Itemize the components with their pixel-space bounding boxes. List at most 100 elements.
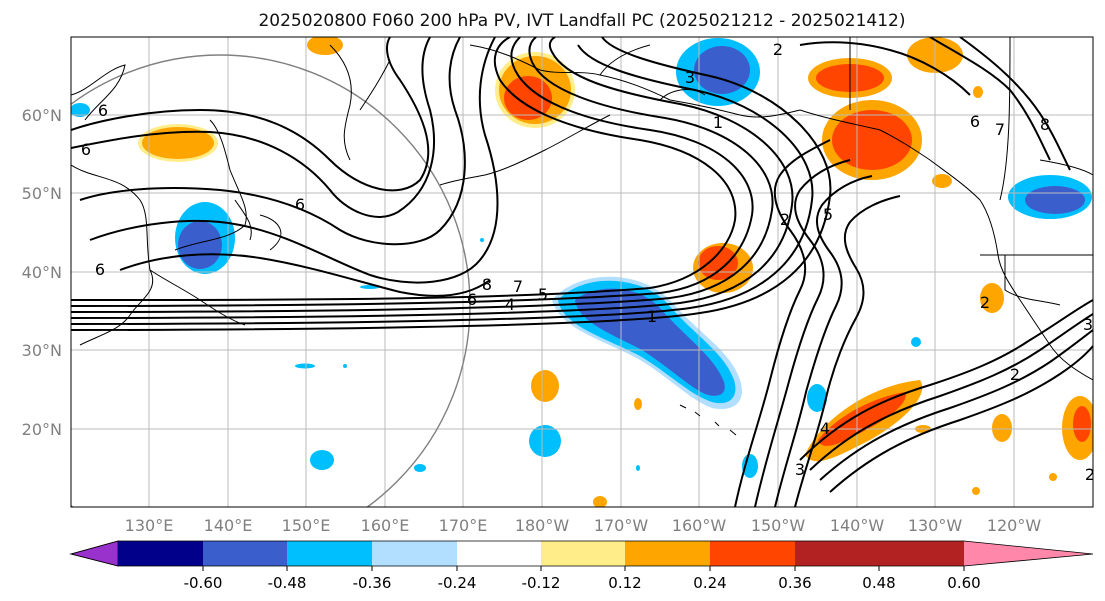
pv-anomaly-negative: [529, 425, 561, 457]
pv-anomaly-positive: [818, 392, 906, 446]
colorbar-ticks: [202, 566, 965, 571]
map-content: 6 6 6 6 8 7 6 4 5 1 2 5 3 2 6 7 8 2 3 4 …: [71, 37, 1093, 507]
contour-label: 7: [995, 120, 1005, 139]
colorbar-tick-label: -0.60: [184, 574, 223, 592]
colorbar-tick-label: -0.36: [353, 574, 392, 592]
pv-anomaly-positive: [634, 398, 642, 410]
pv-contour: [929, 37, 1051, 161]
pv-anomaly-negative: [694, 46, 750, 94]
coastline-east-asia: [71, 64, 282, 346]
colorbar-tick-label: 0.60: [947, 574, 980, 592]
pv-anomaly-positive: [504, 76, 552, 120]
colorbar-segment: [287, 541, 372, 566]
contour-label: 6: [81, 140, 91, 159]
contour-label: 6: [467, 290, 477, 309]
pv-anomaly-negative: [310, 450, 334, 470]
landfall-radius-circle: [71, 54, 471, 507]
contour-label: 6: [295, 195, 305, 214]
coastline-alaska: [469, 44, 801, 118]
contour-label: 7: [513, 277, 523, 296]
pv-contour: [89, 37, 499, 284]
colorbar-segment: [118, 541, 203, 566]
colorbar-tick-labels: -0.60 -0.48 -0.36 -0.24 -0.12 0.12 0.24 …: [184, 574, 981, 592]
pv-anomaly-positive: [832, 110, 912, 170]
colorbar-segment: [372, 541, 457, 566]
pv-anomaly-positive: [1073, 406, 1091, 442]
lat-label: 50°N: [22, 184, 62, 203]
coastline-north-america: [799, 109, 1093, 381]
border-canada-alaska: [849, 37, 1093, 201]
coastline-kamchatka: [329, 44, 391, 161]
pv-anomaly-negative: [1025, 186, 1085, 214]
pv-contour: [71, 37, 754, 307]
lon-label: 180°W: [515, 516, 570, 535]
lon-label: 120°W: [987, 516, 1042, 535]
contour-label: 4: [505, 295, 515, 314]
lon-label: 160°W: [672, 516, 727, 535]
pv-anomaly-negative: [414, 464, 426, 472]
pv-contour: [71, 37, 774, 313]
colorbar-segment: [879, 541, 964, 566]
pv-anomaly-negative: [480, 238, 484, 242]
colorbar-tick-label: 0.12: [608, 574, 641, 592]
coastlines: [71, 37, 1093, 436]
contour-label: 5: [823, 205, 833, 224]
longitude-labels: 130°E 140°E 150°E 160°E 170°E 180°W 170°…: [125, 516, 1042, 535]
figure-title: 2025020800 F060 200 hPa PV, IVT Landfall…: [258, 11, 905, 31]
colorbar-segment: [710, 541, 795, 566]
pv-anomaly-negative: [636, 465, 640, 471]
colorbar-tick-label: -0.48: [268, 574, 307, 592]
latitude-labels: 60°N 50°N 40°N 30°N 20°N: [22, 106, 62, 439]
lat-label: 60°N: [22, 106, 62, 125]
colorbar-segment: [457, 541, 541, 566]
lon-label: 140°E: [204, 516, 253, 535]
pv-anomaly-positive: [593, 496, 607, 507]
colorbar-tick-label: 0.24: [693, 574, 726, 592]
pv-contour: [71, 37, 435, 218]
colorbar-extend-low: [69, 540, 119, 567]
lat-label: 30°N: [22, 341, 62, 360]
pv-contour: [734, 139, 831, 507]
map-frame: [70, 36, 1094, 508]
colorbar-extend-high-arrow: [964, 541, 1093, 566]
contour-label: 2: [780, 210, 790, 229]
contour-label: 8: [482, 275, 492, 294]
pv-anomaly-positive: [972, 487, 980, 495]
colorbar-segment: [795, 541, 879, 566]
contour-label: 5: [538, 285, 548, 304]
colorbar-tick-label: 0.48: [862, 574, 895, 592]
colorbar-tick-label: -0.12: [522, 574, 561, 592]
pv-anomaly-positive: [980, 283, 1004, 313]
colorbar-segment: [625, 541, 710, 566]
pv-contour: [809, 313, 1093, 471]
lon-label: 170°W: [594, 516, 649, 535]
contour-label: 6: [98, 101, 108, 120]
pv-anomaly-positive: [973, 86, 983, 98]
pv-contour: [79, 37, 466, 246]
border-canada-us: [980, 254, 1093, 306]
colorbar-outline: [69, 540, 1094, 567]
pv-anomaly-negative: [911, 337, 921, 347]
lat-label: 40°N: [22, 263, 62, 282]
contour-label: 3: [795, 460, 805, 479]
lon-label: 130°W: [908, 516, 963, 535]
pv-anomaly-negative: [295, 363, 315, 369]
pv-contour: [71, 37, 430, 192]
lat-label: 20°N: [22, 420, 62, 439]
pv-anomaly-negative: [178, 221, 222, 269]
lon-label: 130°E: [125, 516, 174, 535]
contour-label: 6: [95, 260, 105, 279]
contour-label: 8: [1040, 115, 1050, 134]
pv-contour: [754, 159, 851, 507]
colorbar-tick-label: -0.24: [438, 574, 477, 592]
lon-label: 170°E: [439, 516, 488, 535]
coastline-hawaii: [679, 404, 737, 436]
contour-label: 1: [713, 113, 723, 132]
pv-contour: [71, 37, 737, 301]
colorbar-tick-label: 0.36: [778, 574, 811, 592]
pv-anomaly-positive: [307, 37, 343, 55]
pv-contour: [819, 329, 1093, 481]
pv-contour: [774, 175, 873, 507]
contour-label: 2: [980, 293, 990, 312]
